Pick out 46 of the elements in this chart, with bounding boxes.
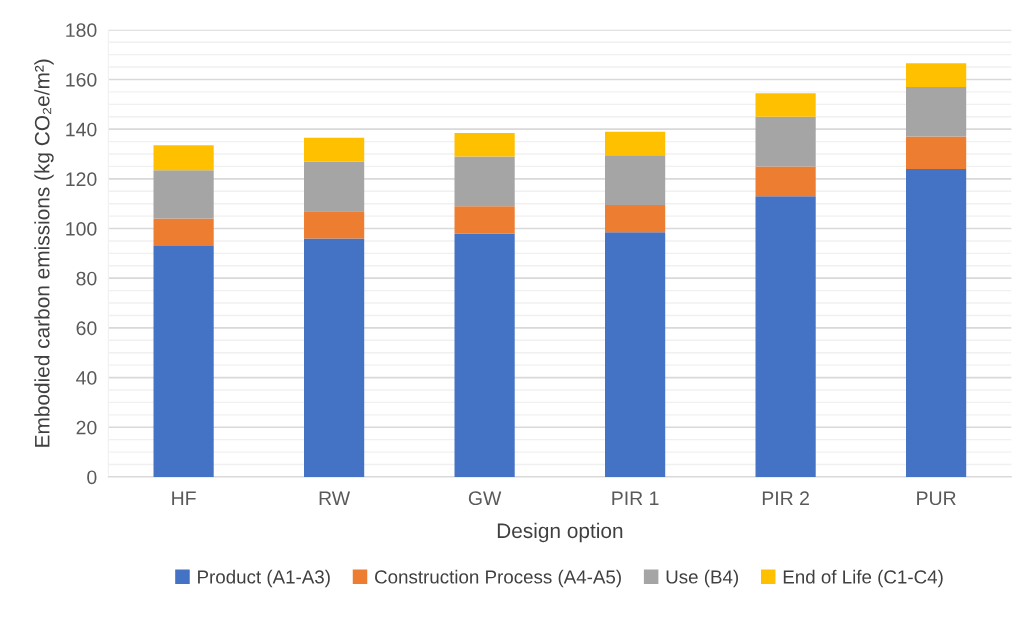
bar — [605, 204, 666, 233]
legend-label: End of Life (C1-C4) — [783, 569, 943, 588]
y-axis-title: Embodied carbon emissions (kg CO₂e/m²) — [34, 59, 54, 447]
bar — [304, 211, 365, 239]
bar — [755, 93, 816, 117]
bar — [153, 170, 214, 219]
y-tick-label: 180 — [66, 23, 97, 38]
bar — [304, 238, 365, 477]
x-tick-label: PUR — [917, 491, 956, 506]
legend-label: Product (A1-A3) — [198, 569, 330, 588]
y-tick-label: 0 — [87, 470, 97, 485]
bar — [304, 137, 365, 162]
bar — [755, 166, 816, 197]
y-tick-label: 140 — [66, 122, 97, 137]
y-tick-label: 20 — [76, 420, 97, 435]
x-tick-label: GW — [468, 491, 502, 506]
y-tick-label: 120 — [66, 172, 97, 187]
bar — [153, 145, 214, 171]
x-tick-label: RW — [319, 491, 351, 505]
bar — [605, 232, 666, 477]
bar — [153, 218, 214, 246]
x-tick-label: HF — [172, 491, 196, 505]
bar — [153, 245, 214, 477]
x-tick-label: PIR 1 — [612, 491, 659, 505]
bar — [906, 168, 967, 477]
bar — [454, 233, 515, 477]
y-tick-label: 160 — [66, 72, 97, 87]
bar — [906, 63, 967, 87]
bar — [906, 136, 967, 169]
bar — [454, 206, 515, 234]
x-axis-title: Design option — [497, 522, 623, 543]
y-tick-label: 60 — [76, 321, 97, 336]
y-tick-label: 40 — [76, 371, 97, 385]
bar — [605, 155, 666, 205]
y-tick-label: 100 — [66, 222, 97, 236]
bar — [755, 196, 816, 477]
legend-label: Use (B4) — [666, 569, 739, 588]
legend-label: Construction Process (A4-A5) — [375, 569, 621, 588]
bar — [906, 86, 967, 137]
x-tick-label: PIR 2 — [762, 491, 809, 505]
bar — [454, 132, 515, 157]
bar — [755, 116, 816, 167]
bar — [605, 131, 666, 156]
bar — [304, 161, 365, 212]
y-tick-label: 80 — [76, 271, 97, 286]
bar — [454, 156, 515, 207]
